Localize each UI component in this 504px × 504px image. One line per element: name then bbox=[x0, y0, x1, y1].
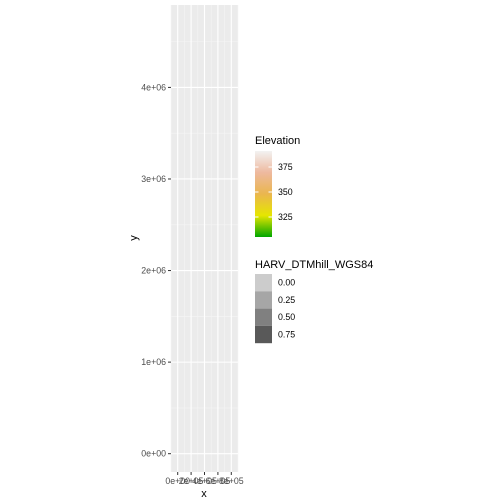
colorbar-label: 375 bbox=[278, 162, 293, 172]
legend-key bbox=[255, 291, 272, 309]
x-axis-title: x bbox=[201, 488, 207, 500]
colorbar-label: 325 bbox=[278, 212, 293, 222]
y-tick-label: 3e+06 bbox=[141, 174, 166, 184]
legends: Elevation 325 350 375 HARV_DTMhill_WGS84 0.00… bbox=[255, 135, 373, 344]
y-axis: 0e+00 1e+06 2e+06 3e+06 4e+06 bbox=[141, 82, 171, 459]
x-tick-label: 4e+05 bbox=[192, 476, 217, 486]
y-tick-label: 2e+06 bbox=[141, 266, 166, 276]
grid-major bbox=[171, 5, 238, 472]
legend-key-label: 0.50 bbox=[278, 312, 295, 322]
colorbar-label: 350 bbox=[278, 187, 293, 197]
x-tick-label: 8e+05 bbox=[219, 476, 244, 486]
legend-key-label: 0.75 bbox=[278, 329, 295, 339]
legend-key bbox=[255, 308, 272, 326]
legend-key-label: 0.00 bbox=[278, 278, 295, 288]
legend-title-elevation: Elevation bbox=[255, 135, 300, 147]
legend-key bbox=[255, 325, 272, 344]
y-tick-label: 0e+00 bbox=[141, 449, 166, 459]
grid-minor bbox=[170, 5, 239, 472]
x-tick-label: 6e+05 bbox=[206, 476, 231, 486]
y-axis-title: y bbox=[128, 235, 140, 241]
x-tick-label: 2e+05 bbox=[179, 476, 204, 486]
legend-key-label: 0.25 bbox=[278, 295, 295, 305]
x-tick-label: 0e+00 bbox=[165, 476, 190, 486]
y-tick-label: 4e+06 bbox=[141, 82, 166, 92]
elevation-colorbar bbox=[255, 151, 272, 237]
legend-title-hillshade: HARV_DTMhill_WGS84 bbox=[255, 259, 373, 271]
legend-key bbox=[255, 274, 272, 292]
y-tick-label: 1e+06 bbox=[141, 357, 166, 367]
